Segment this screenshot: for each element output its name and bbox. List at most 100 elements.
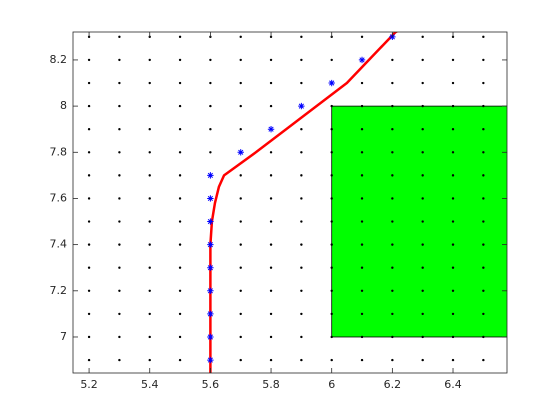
grid-dot: [482, 266, 485, 269]
grid-dot: [87, 151, 91, 154]
grid-dot: [118, 312, 121, 316]
grid-dot: [451, 104, 455, 108]
grid-dot: [148, 151, 151, 154]
grid-dot: [360, 197, 364, 200]
grid-dot: [482, 289, 485, 293]
grid-dot: [118, 358, 121, 362]
grid-dot: [300, 335, 303, 339]
grid-dot: [360, 35, 364, 39]
grid-dot: [118, 335, 121, 339]
waypoint: [207, 264, 214, 271]
grid-dot: [300, 151, 303, 154]
grid-dot: [239, 358, 242, 362]
grid-dot: [451, 174, 455, 177]
grid-dot: [239, 81, 242, 85]
grid-dot: [482, 358, 485, 362]
grid-dot: [360, 151, 364, 154]
waypoint: [207, 172, 214, 179]
grid-dot: [87, 220, 91, 223]
grid-dot: [209, 151, 212, 154]
grid-dot: [360, 243, 364, 246]
grid-dot: [300, 312, 303, 316]
grid-dot: [421, 312, 424, 316]
grid-dot: [421, 220, 424, 223]
grid-dot: [148, 127, 151, 131]
x-tick-label: 5.2: [80, 378, 98, 391]
grid-dot: [269, 243, 273, 246]
grid-dot: [451, 289, 455, 293]
grid-dot: [178, 289, 182, 293]
grid-dot: [269, 81, 273, 85]
obstacle: [331, 105, 507, 338]
grid-dot: [148, 289, 151, 293]
grid-dot: [391, 289, 394, 293]
grid-dot: [482, 243, 485, 246]
waypoint: [207, 310, 214, 318]
grid-dot: [391, 266, 394, 269]
grid-dot: [269, 220, 273, 223]
x-tick-label: 6.4: [444, 378, 462, 391]
grid-dot: [300, 243, 303, 246]
grid-dot: [391, 174, 394, 177]
grid-dot: [269, 174, 273, 177]
grid-dot: [360, 104, 364, 108]
grid-dot: [330, 197, 333, 200]
grid-dot: [148, 81, 151, 85]
waypoint: [328, 79, 335, 87]
grid-dot: [482, 127, 485, 131]
grid-dot: [451, 312, 455, 316]
grid-dot: [421, 358, 424, 362]
path-line: [209, 32, 399, 373]
x-tick-label: 6: [328, 378, 335, 391]
waypoint: [267, 125, 275, 133]
grid-dot: [178, 312, 182, 316]
grid-dot: [148, 197, 151, 200]
grid-dot: [178, 266, 182, 269]
grid-dot: [178, 220, 182, 223]
grid-dot: [209, 104, 212, 108]
grid-dot: [330, 243, 333, 246]
grid-dot: [330, 220, 333, 223]
grid-dot: [239, 127, 242, 131]
grid-dot: [209, 81, 212, 85]
y-tick-label: 7.2: [50, 284, 68, 297]
grid-dot: [178, 81, 182, 85]
grid-dot: [239, 174, 242, 177]
grid-dot: [269, 335, 273, 339]
grid-dot: [360, 289, 364, 293]
grid-dot: [391, 220, 394, 223]
grid-dot: [391, 81, 394, 85]
grid-dot: [360, 127, 364, 131]
grid-dot: [118, 127, 121, 131]
grid-dot: [87, 104, 91, 108]
grid-dot: [451, 358, 455, 362]
grid-dot: [239, 35, 242, 39]
grid-dot: [239, 335, 242, 339]
grid-dot: [300, 58, 303, 62]
grid-dot: [482, 151, 485, 154]
grid-dot: [178, 58, 182, 62]
grid-dot: [239, 266, 242, 269]
grid-dot: [118, 243, 121, 246]
grid-dot: [330, 104, 333, 108]
grid-dot: [148, 58, 151, 62]
grid-dot: [451, 243, 455, 246]
grid-dot: [421, 197, 424, 200]
grid-dot: [118, 220, 121, 223]
grid-dot: [239, 104, 242, 108]
waypoint: [207, 356, 214, 364]
grid-dot: [421, 35, 424, 39]
grid-dot: [239, 312, 242, 316]
grid-dot: [451, 81, 455, 85]
axes: 5.2 5.4 5.6 5.8 6 6.2 6.4 7 7.2 7.4 7.6 7.8 8 8.2: [50, 31, 508, 391]
grid-dot: [87, 174, 91, 177]
grid-dot: [421, 266, 424, 269]
grid-dot: [87, 58, 91, 62]
grid-dot: [269, 358, 273, 362]
grid-dot: [239, 220, 242, 223]
grid-dot: [239, 243, 242, 246]
waypoint: [358, 56, 366, 64]
grid-dot: [239, 289, 242, 293]
grid-dot: [360, 266, 364, 269]
